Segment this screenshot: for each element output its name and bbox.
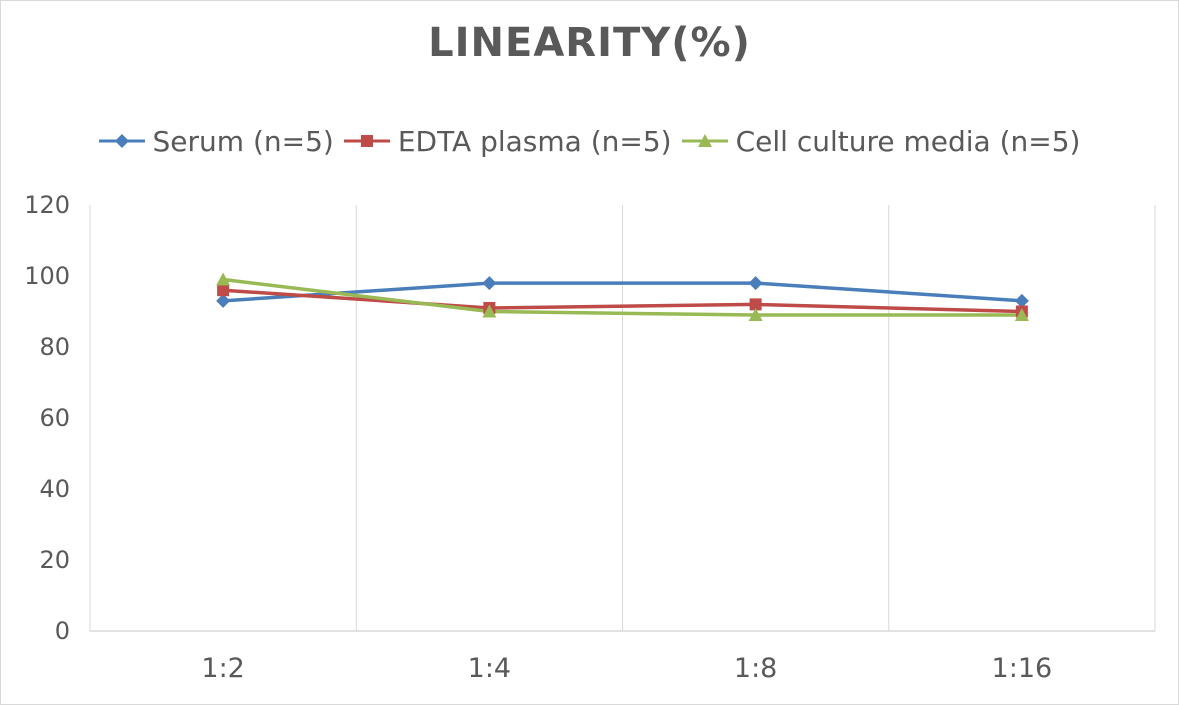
chart-legend: Serum (n=5) EDTA plasma (n=5) Cell cultu… (0, 118, 1179, 164)
data-point-triangle (216, 272, 231, 286)
legend-swatch-edta-plasma (343, 135, 390, 147)
series-line-1 (221, 288, 1024, 314)
x-tick-label: 1:8 (734, 653, 777, 684)
x-tick-label: 1:16 (992, 653, 1053, 684)
data-point-square (749, 298, 762, 311)
data-point-diamond (748, 276, 763, 291)
y-tick-label: 20 (39, 546, 70, 574)
data-point-triangle (1014, 308, 1029, 322)
series-line-0 (221, 281, 1024, 303)
y-tick-label: 100 (24, 262, 70, 290)
legend-item-edta-plasma: EDTA plasma (n=5) (343, 124, 672, 158)
chart-title: LINEARITY(%) (428, 20, 751, 66)
x-tick-label: 1:2 (201, 653, 244, 684)
data-point-triangle (748, 308, 763, 322)
data-point-triangle (482, 304, 497, 318)
legend-swatch-serum (98, 134, 145, 148)
legend-label-cell-culture-media: Cell culture media (n=5) (735, 124, 1081, 158)
y-tick-label: 120 (24, 191, 70, 219)
y-tick-label: 80 (39, 333, 70, 361)
data-point-diamond (1014, 293, 1029, 308)
data-point-square (217, 284, 230, 297)
data-point-diamond (216, 293, 231, 308)
data-point-diamond (482, 276, 497, 291)
y-tick-label: 60 (39, 404, 70, 432)
legend-label-edta-plasma: EDTA plasma (n=5) (397, 124, 672, 158)
legend-swatch-cell-culture-media (681, 134, 728, 147)
legend-label-serum: Serum (n=5) (152, 124, 334, 158)
y-tick-label: 40 (39, 475, 70, 503)
x-tick-label: 1:4 (468, 653, 511, 684)
series-line-2 (221, 277, 1024, 317)
legend-item-serum: Serum (n=5) (98, 124, 334, 158)
legend-item-cell-culture-media: Cell culture media (n=5) (681, 124, 1081, 158)
y-tick-label: 0 (55, 617, 70, 645)
